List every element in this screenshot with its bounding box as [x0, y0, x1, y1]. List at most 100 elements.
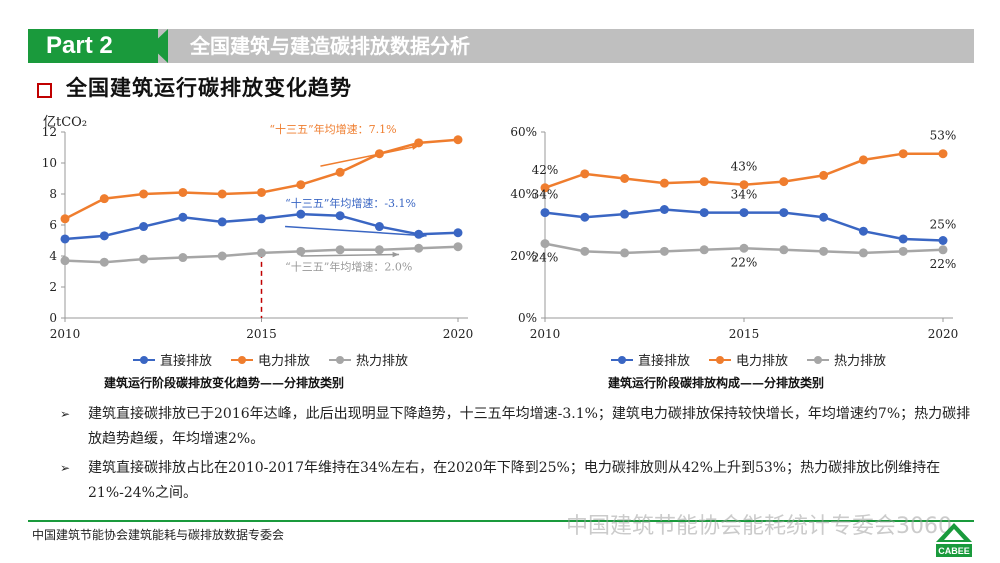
- annotation-electric: “十三五”年均增速：7.1%: [269, 122, 396, 136]
- data-point-heat: [217, 251, 227, 261]
- bullet-arrow-icon: ➢: [60, 461, 71, 475]
- data-point-direct: [453, 228, 463, 238]
- data-point-direct: [739, 208, 749, 218]
- data-point-heat: [540, 239, 550, 249]
- data-point-electric: [858, 155, 868, 165]
- data-point-electric: [699, 177, 709, 187]
- data-point-electric: [257, 187, 266, 197]
- data-point-heat: [858, 248, 868, 258]
- y-tick-label: 2: [49, 280, 57, 294]
- data-point-electric: [453, 135, 463, 145]
- bullet-text: 建筑直接碳排放已于2016年达峰，此后出现明显下降趋势，十三五年均增速-3.1%…: [88, 406, 971, 447]
- data-point-direct: [858, 226, 868, 236]
- data-point-heat: [699, 245, 709, 255]
- section-square-icon: [37, 83, 52, 98]
- legend-marker-direct-icon: [611, 355, 633, 364]
- legend-marker-electric-icon: [231, 355, 254, 364]
- emissions-trend-chart: 0 2 4 6 8 10 12 2010 2015 2020 亿tCO₂ “十三五”年均增速：7.1%…: [42, 115, 474, 341]
- y-tick-label: 10: [42, 156, 57, 170]
- data-label-direct: 25%: [930, 218, 957, 232]
- trend-arrow-heat: [300, 253, 400, 257]
- x-tick-label: 2015: [246, 327, 277, 341]
- data-point-direct: [257, 214, 266, 224]
- watermark: 中国建筑节能协会能耗统计专委会3060: [566, 514, 952, 539]
- legend-marker-heat-icon: [807, 355, 830, 364]
- annotation-direct: “十三五”年均增速：-3.1%: [285, 196, 416, 210]
- data-point-direct: [898, 234, 908, 244]
- y-tick-label: 0: [49, 311, 57, 325]
- data-point-electric: [540, 183, 550, 193]
- section-title: 全国建筑运行碳排放变化趋势: [66, 75, 352, 100]
- bullet-item: ➢ 建筑直接碳排放占比在2010-2017年维持在34%左右，在2020年下降到…: [60, 456, 972, 506]
- data-point-direct: [296, 209, 306, 219]
- data-point-electric: [580, 169, 590, 179]
- data-point-heat: [819, 246, 829, 256]
- data-point-direct: [620, 209, 630, 219]
- y-tick-label: 20%: [510, 249, 537, 263]
- trend-arrowhead-heat: [392, 251, 400, 258]
- emissions-share-chart: 0% 20% 40% 60% 2010 2015 2020 42% 43% 53% 34% 34% 25…: [510, 125, 959, 341]
- data-point-direct: [540, 208, 550, 218]
- data-point-heat: [580, 246, 590, 256]
- x-tick-label: 2020: [928, 327, 959, 341]
- bullet-list: ➢ 建筑直接碳排放已于2016年达峰，此后出现明显下降趋势，十三五年均增速-3.…: [60, 402, 972, 510]
- data-point-heat: [453, 242, 463, 252]
- data-point-electric: [938, 149, 948, 159]
- data-point-heat: [99, 257, 109, 267]
- right-chart-caption: 建筑运行阶段碳排放构成——分排放类别: [608, 376, 825, 390]
- data-point-heat: [178, 253, 188, 263]
- data-point-electric: [335, 167, 345, 177]
- header-title: 全国建筑与建造碳排放数据分析: [190, 34, 470, 58]
- bullet-item: ➢ 建筑直接碳排放已于2016年达峰，此后出现明显下降趋势，十三五年均增速-3.…: [60, 402, 972, 452]
- data-point-electric: [178, 187, 188, 197]
- data-point-direct: [580, 212, 590, 222]
- data-point-direct: [335, 211, 345, 221]
- data-point-direct: [178, 212, 188, 222]
- left-chart-caption: 建筑运行阶段碳排放变化趋势——分排放类别: [104, 376, 345, 390]
- data-point-direct: [779, 208, 789, 218]
- legend-item-heat: 热力排放: [806, 350, 886, 369]
- legend-marker-direct-icon: [133, 355, 155, 364]
- data-point-electric: [739, 180, 749, 190]
- data-label-electric: 42%: [532, 163, 559, 177]
- legend-right: 直接排放 电力排放 热力排放: [610, 350, 886, 369]
- bullet-text: 建筑直接碳排放占比在2010-2017年维持在34%左右，在2020年下降到25…: [88, 460, 941, 501]
- data-point-direct: [374, 222, 384, 232]
- data-point-electric: [659, 178, 669, 188]
- legend-label-electric: 电力排放: [258, 354, 311, 369]
- legend-item-electric: 电力排放: [708, 350, 788, 369]
- footer-divider: [28, 520, 974, 522]
- y-tick-label: 4: [49, 249, 57, 263]
- y-tick-label: 8: [49, 187, 57, 201]
- data-point-heat: [335, 245, 345, 255]
- data-label-direct: 34%: [532, 188, 559, 202]
- legend-label-direct: 直接排放: [638, 354, 691, 369]
- cabee-logo: CABEE: [936, 523, 972, 557]
- data-point-electric: [620, 174, 630, 183]
- data-point-heat: [257, 248, 266, 258]
- part-label: Part 2: [28, 29, 158, 63]
- footer-text: 中国建筑节能协会建筑能耗与碳排放数据专委会: [32, 528, 285, 542]
- data-point-direct: [60, 234, 70, 244]
- data-point-direct: [819, 212, 829, 222]
- data-point-heat: [779, 245, 789, 255]
- data-label-heat: 22%: [731, 255, 758, 269]
- data-point-heat: [139, 254, 149, 264]
- legend-marker-electric-icon: [709, 355, 732, 364]
- data-point-direct: [699, 208, 709, 218]
- legend-item-direct: 直接排放: [132, 350, 212, 369]
- data-point-direct: [938, 236, 948, 245]
- data-point-electric: [217, 189, 227, 199]
- legend-left: 直接排放 电力排放 热力排放: [132, 350, 408, 369]
- data-point-heat: [739, 243, 749, 253]
- y-tick-label: 0%: [518, 311, 537, 325]
- data-point-electric: [414, 138, 424, 148]
- data-point-electric: [139, 189, 149, 199]
- data-point-electric: [819, 170, 829, 180]
- legend-label-heat: 热力排放: [834, 354, 887, 369]
- data-point-direct: [659, 205, 669, 214]
- x-tick-label: 2020: [443, 327, 474, 341]
- data-label-heat: 24%: [532, 251, 559, 265]
- data-point-heat: [620, 248, 630, 258]
- data-point-heat: [659, 246, 669, 256]
